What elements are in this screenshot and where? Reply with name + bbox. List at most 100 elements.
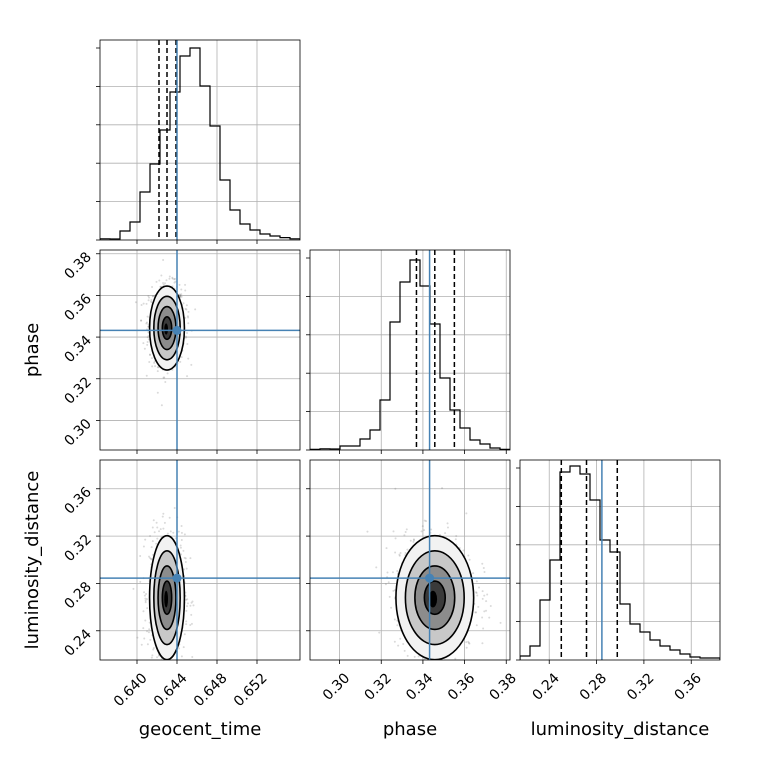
scatter-point <box>486 593 489 596</box>
x-axis-label-phase: phase <box>383 719 437 740</box>
scatter-point <box>179 295 182 298</box>
scatter-point <box>186 332 189 335</box>
x-tick-label: 0.648 <box>191 670 231 710</box>
scatter-point <box>146 341 149 344</box>
scatter-point <box>189 623 192 626</box>
scatter-point <box>403 534 406 537</box>
scatter-point <box>154 675 156 677</box>
x-tick-label: 0.28 <box>577 670 610 703</box>
scatter-point <box>180 531 183 534</box>
scatter-point <box>397 644 400 647</box>
scatter-point <box>192 604 195 607</box>
scatter-point <box>134 301 137 304</box>
scatter-point <box>467 640 470 643</box>
scatter-point <box>169 530 172 533</box>
x-tick-label: 0.32 <box>362 670 395 703</box>
scatter-point <box>149 300 152 303</box>
panel-phase <box>306 249 511 454</box>
scatter-point <box>366 530 369 533</box>
scatter-point <box>168 275 171 278</box>
x-tick-label: 0.644 <box>151 670 191 710</box>
scatter-point <box>144 601 147 604</box>
scatter-point <box>140 319 143 322</box>
scatter-point <box>394 551 397 554</box>
scatter-point <box>411 662 413 664</box>
scatter-point <box>162 376 165 379</box>
scatter-point <box>194 308 197 311</box>
scatter-point <box>446 526 449 529</box>
scatter-point <box>190 363 193 366</box>
scatter-point <box>474 611 477 614</box>
scatter-point <box>146 336 149 339</box>
scatter-point <box>187 322 190 325</box>
scatter-point <box>404 663 406 665</box>
scatter-point <box>171 277 174 280</box>
y-tick-label: 0.36 <box>61 291 94 324</box>
scatter-point <box>409 539 412 542</box>
scatter-point <box>146 315 149 318</box>
scatter-point <box>143 347 146 350</box>
scatter-point <box>167 663 169 665</box>
scatter-point <box>187 310 190 313</box>
scatter-point <box>388 595 391 598</box>
scatter-point <box>184 289 187 292</box>
scatter-point <box>185 609 188 612</box>
scatter-point <box>150 558 153 561</box>
scatter-point <box>412 540 415 543</box>
scatter-point <box>153 531 156 534</box>
scatter-point <box>142 627 145 630</box>
scatter-point <box>423 529 426 532</box>
scatter-point <box>483 571 486 574</box>
scatter-point <box>155 679 157 681</box>
scatter-point <box>182 549 185 552</box>
scatter-point <box>446 684 448 686</box>
scatter-point <box>465 646 468 649</box>
scatter-point <box>392 530 395 533</box>
scatter-point <box>186 342 189 345</box>
scatter-point <box>157 366 160 369</box>
scatter-point <box>485 609 488 612</box>
scatter-point <box>184 335 187 338</box>
panel-luminosity_distance: 0.24 0.28 0.32 0.36 <box>516 459 721 704</box>
scatter-point <box>399 551 402 554</box>
scatter-point <box>185 308 188 311</box>
scatter-point <box>163 282 166 285</box>
grid <box>100 460 300 660</box>
scatter-point <box>172 531 175 534</box>
scatter-point <box>481 616 484 619</box>
scatter-point <box>499 621 502 624</box>
y-axis-label-luminosity_distance: luminosity_distance <box>22 471 43 650</box>
scatter-point <box>142 342 145 345</box>
scatter-point <box>394 537 397 540</box>
scatter-point <box>162 512 165 515</box>
plot-area <box>100 40 300 240</box>
scatter-point <box>485 600 488 603</box>
scatter-point <box>190 622 193 625</box>
scatter-point <box>406 654 409 657</box>
scatter-point <box>162 282 165 285</box>
scatter-point <box>146 607 149 610</box>
scatter-point <box>159 528 162 531</box>
scatter-point <box>163 376 166 379</box>
scatter-point <box>148 296 151 299</box>
scatter-point <box>437 667 439 669</box>
density-peak <box>428 590 438 608</box>
scatter-point <box>169 667 171 669</box>
scatter-point <box>467 554 470 557</box>
scatter-point <box>391 571 394 574</box>
scatter-point <box>393 618 396 621</box>
scatter-point <box>482 627 485 630</box>
x-tick-label: 0.34 <box>403 670 436 703</box>
scatter-point <box>149 353 152 356</box>
plot-area <box>310 460 510 686</box>
scatter-point <box>139 580 142 583</box>
panel-geocent_time <box>96 39 301 244</box>
scatter-point <box>186 375 189 378</box>
scatter-point <box>483 594 486 597</box>
scatter-point <box>178 647 181 650</box>
scatter-point <box>161 669 163 671</box>
scatter-point <box>147 631 150 634</box>
x-axis-label-geocent_time: geocent_time <box>139 719 262 740</box>
scatter-point <box>184 557 187 560</box>
x-axis-label-luminosity_distance: luminosity_distance <box>531 719 710 740</box>
